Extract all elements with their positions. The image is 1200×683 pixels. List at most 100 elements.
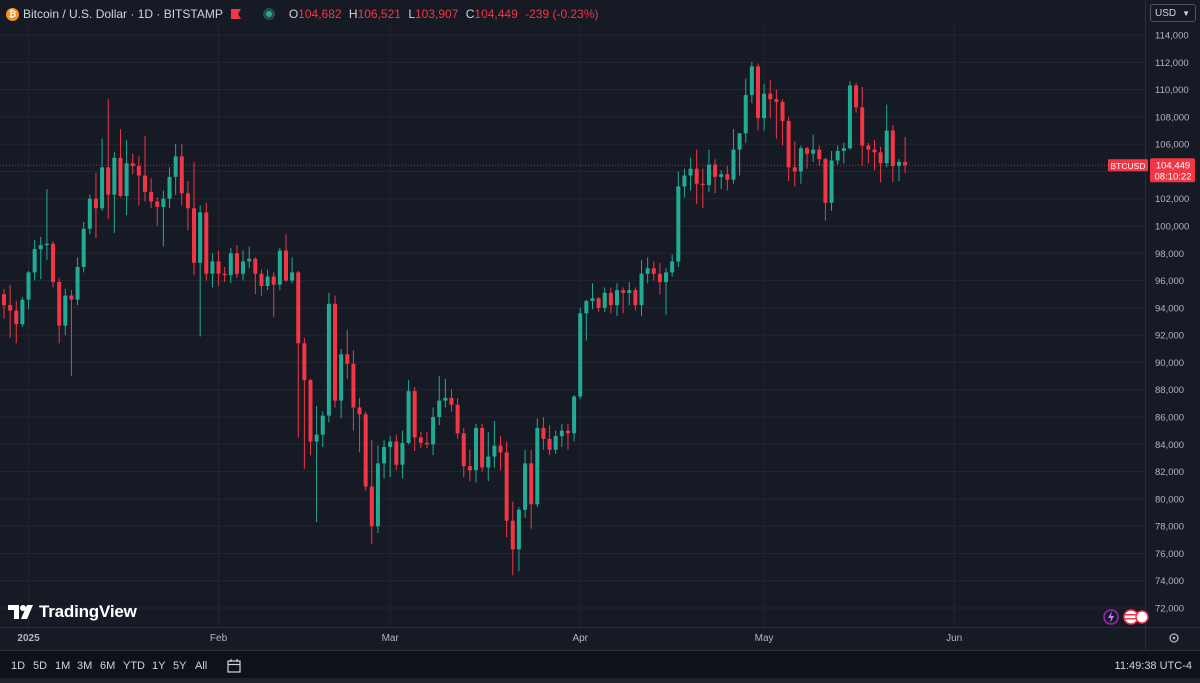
currency-select[interactable]: USD ▼: [1150, 4, 1196, 22]
candle-body: [737, 133, 742, 150]
candle-body: [2, 294, 6, 306]
candle-body: [694, 168, 699, 184]
candle-body: [792, 167, 797, 172]
range-all-button[interactable]: All: [195, 660, 208, 672]
y-tick-label: 114,000: [1155, 31, 1189, 42]
candle-body: [780, 101, 785, 121]
candle-body: [394, 441, 399, 465]
range-ytd-button[interactable]: YTD: [123, 660, 145, 672]
candle-body: [817, 149, 822, 160]
candle-body: [590, 298, 595, 302]
candle-body: [418, 437, 423, 443]
lightning-bolt-icon: [1108, 611, 1114, 623]
x-tick-label: Mar: [382, 633, 400, 644]
candle-body: [621, 290, 626, 293]
candle-body: [884, 130, 889, 164]
candle-body: [854, 85, 859, 108]
candle-body: [811, 149, 816, 154]
candle-body: [516, 509, 521, 550]
currency-value: USD: [1155, 7, 1177, 19]
x-tick-label: Apr: [572, 633, 588, 644]
y-tick-label: 86,000: [1155, 413, 1184, 424]
bottom-strip: [0, 678, 1200, 683]
candle-body: [136, 165, 141, 176]
candle-body: [382, 447, 387, 464]
close-value: 104,449: [474, 7, 518, 21]
bottom-toolbar: 1D 5D 1M 3M 6M YTD 1Y 5Y All 11:49:38 UT…: [0, 650, 1200, 683]
candle-body: [719, 174, 724, 177]
y-tick-label: 74,000: [1155, 576, 1184, 587]
range-6m-button[interactable]: 6M: [100, 660, 116, 672]
candle-body: [161, 198, 166, 207]
high-value: 106,521: [357, 7, 401, 21]
candle-body: [320, 415, 325, 435]
candle-body: [633, 290, 638, 306]
candle-body: [639, 273, 644, 306]
clock: 11:49:38 UTC-4: [1114, 660, 1192, 672]
candle-body: [492, 445, 497, 457]
low-key: L: [408, 7, 415, 21]
candle-body: [903, 161, 908, 166]
price-label-bg: [1150, 158, 1195, 183]
candle-body: [26, 272, 31, 300]
candle-body: [682, 175, 687, 187]
candle-body: [345, 354, 350, 364]
candle-body: [106, 167, 111, 195]
candle-body: [210, 261, 215, 274]
candle-body: [357, 407, 362, 415]
candle-body: [283, 250, 288, 281]
candle-body: [167, 176, 172, 199]
y-tick-label: 84,000: [1155, 440, 1184, 451]
candle-body: [743, 95, 748, 134]
candle-body: [657, 273, 662, 282]
candle-body: [651, 268, 656, 274]
us-flag-event-icon-2: [1135, 610, 1149, 624]
candle-body: [664, 272, 669, 282]
candle-body: [75, 266, 80, 300]
open-value: 104,682: [298, 7, 342, 21]
range-5y-button[interactable]: 5Y: [173, 660, 187, 672]
candle-body: [228, 253, 233, 276]
candle-body: [198, 212, 203, 263]
flag-icon[interactable]: [230, 9, 241, 19]
candle-body: [755, 66, 760, 119]
price-chart[interactable]: 72,000 74,000 76,000 78,000 80,000 82,000 84,0…: [0, 0, 1200, 650]
price-label-value: 104,449: [1156, 160, 1190, 171]
candle-body: [234, 253, 239, 274]
candle-body: [890, 130, 895, 166]
range-1m-button[interactable]: 1M: [55, 660, 71, 672]
candle-body: [351, 363, 356, 408]
candle-body: [271, 276, 276, 285]
candle-body: [627, 290, 632, 293]
candle-body: [559, 430, 564, 437]
y-tick-label: 82,000: [1155, 467, 1184, 478]
candle-body: [725, 174, 730, 180]
candle-body: [326, 303, 331, 416]
y-tick-label: 72,000: [1155, 604, 1184, 615]
market-status-icon[interactable]: [262, 8, 275, 20]
range-1d-button[interactable]: 1D: [11, 660, 26, 672]
symbol-tag-label: BTCUSD: [1111, 161, 1146, 171]
candle-body: [547, 438, 552, 450]
us-flag-stripe: [1125, 618, 1137, 620]
x-tick-label: Jun: [946, 633, 962, 644]
range-1y-button[interactable]: 1Y: [152, 660, 166, 672]
open-key: O: [288, 7, 299, 21]
range-3m-button[interactable]: 3M: [77, 660, 93, 672]
candle-body: [829, 160, 834, 203]
candle-body: [173, 156, 178, 177]
tradingview-logo[interactable]: TradingView: [8, 601, 137, 623]
candle-body: [535, 427, 540, 505]
symbol-title[interactable]: Bitcoin / U.S. Dollar · 1D · BITSTAMP: [23, 7, 223, 21]
candle-body: [155, 201, 160, 207]
calendar-icon[interactable]: [226, 658, 242, 674]
candle-body: [688, 168, 693, 176]
candle-body: [474, 427, 479, 471]
y-tick-label: 78,000: [1155, 522, 1184, 533]
candle-body: [786, 120, 791, 168]
y-tick-label: 92,000: [1155, 331, 1184, 342]
candle-body: [375, 463, 380, 527]
candle-body: [87, 198, 92, 229]
range-5d-button[interactable]: 5D: [33, 660, 48, 672]
candle-body: [406, 391, 411, 443]
